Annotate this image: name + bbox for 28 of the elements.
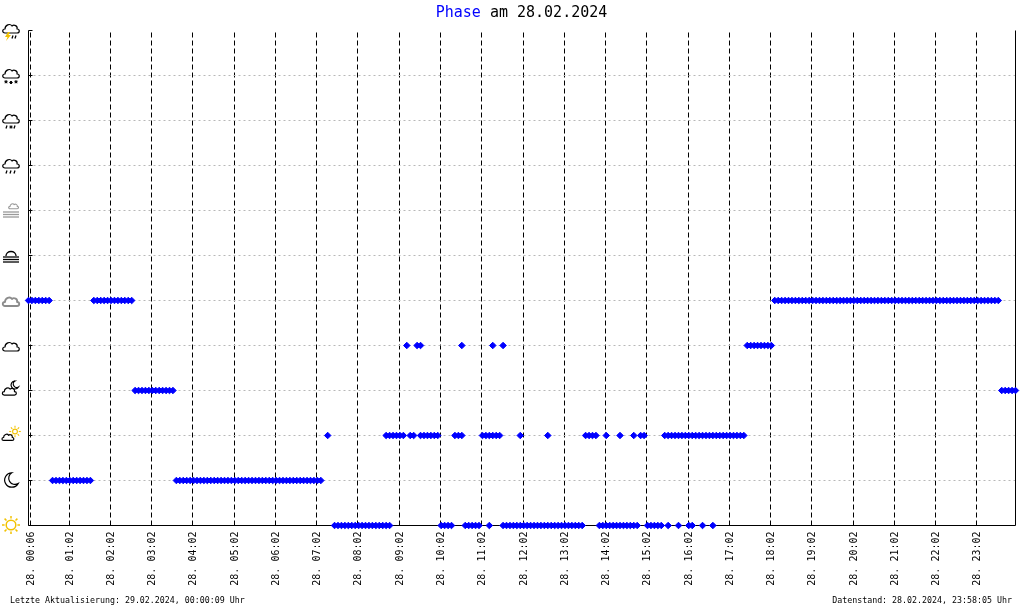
x-tick-label: 28. 12:02 — [517, 531, 529, 586]
chart-title: am 28.02.2024 — [489, 3, 608, 21]
x-tick-label: 28. 07:02 — [311, 531, 323, 586]
x-tick-label: 28. 18:02 — [765, 531, 777, 586]
x-tick-label: 28. 20:02 — [847, 531, 859, 586]
x-tick-label: 28. 15:02 — [641, 531, 653, 586]
x-tick-label: 28. 00:06 — [25, 531, 37, 586]
x-tick-label: 28. 21:02 — [888, 531, 900, 586]
x-tick-label: 28. 13:02 — [558, 531, 570, 586]
x-tick-label: 28. 04:02 — [187, 531, 199, 586]
x-tick-label: 28. 01:02 — [63, 531, 75, 586]
x-tick-label: 28. 11:02 — [476, 531, 488, 586]
x-tick-label: 28. 10:02 — [435, 531, 446, 586]
x-tick-label: 28. 23:02 — [971, 531, 983, 586]
text: Letzte Aktualisierung: 29.02.2024, 00:00:09 Uhr — [10, 594, 245, 606]
x-tick-label: 28. 02:02 — [104, 531, 116, 586]
x-tick-label: 28. 17:02 — [723, 531, 735, 586]
x-tick-label: 28. 08:02 — [352, 531, 364, 586]
text: Datenstand: 28.02.2024, 23:58:05 Uhr — [832, 594, 1012, 606]
x-tick-label: 28. 14:02 — [600, 531, 612, 586]
x-tick-label: 28. 05:02 — [228, 531, 240, 586]
x-tick-label: 28. 19:02 — [806, 531, 818, 586]
x-tick-label: 28. 06:02 — [269, 531, 281, 586]
x-tick-label: 28. 03:02 — [146, 531, 158, 586]
x-tick-label: 28. 09:02 — [393, 531, 405, 586]
text: Phase — [435, 3, 481, 21]
x-tick-label: 28. 16:02 — [682, 531, 694, 586]
x-tick-label: 28. 22:02 — [930, 531, 942, 586]
